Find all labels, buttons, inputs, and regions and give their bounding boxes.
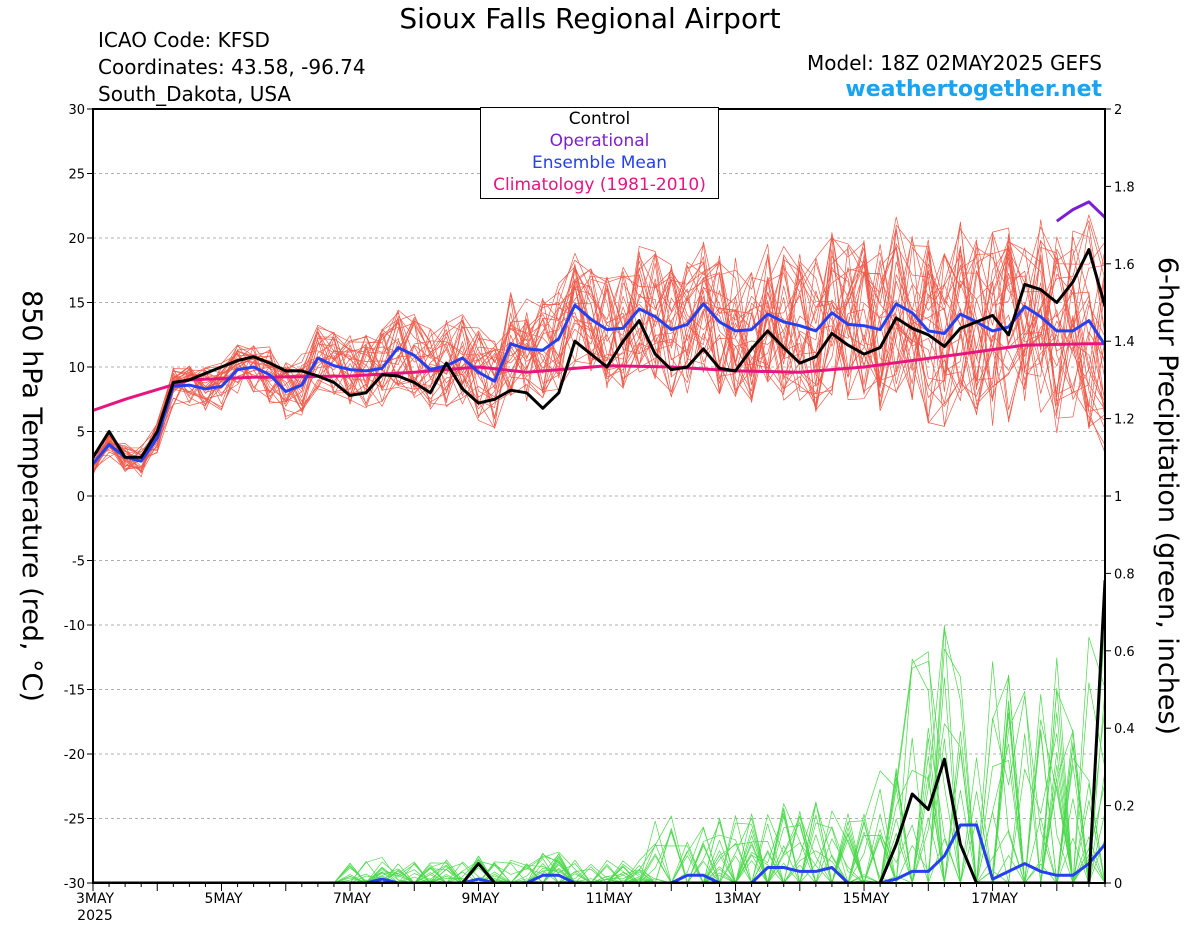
ensemble-member-temperature: [93, 216, 1105, 473]
y-tick-label: -5: [72, 555, 85, 570]
y2-tick-label: 2: [1114, 103, 1122, 118]
ensemble-member-precipitation: [93, 733, 1105, 883]
ensemble-member-precipitation: [93, 695, 1105, 883]
ensemble-member-temperature: [93, 227, 1105, 456]
ensemble-member-temperature: [93, 247, 1105, 470]
legend-ensemble-mean: Ensemble Mean: [531, 153, 668, 173]
ensemble-member-temperature: [93, 240, 1105, 463]
y2-tick-label: 1.2: [1114, 413, 1135, 428]
y2-tick-label: 1.4: [1114, 335, 1135, 350]
ensemble-member-precipitation: [93, 675, 1105, 883]
ensemble-member-temperature: [93, 242, 1105, 472]
y-axis-title: 850 hPa Temperature (red, °C): [16, 290, 47, 702]
y2-tick-label: 0.2: [1114, 800, 1135, 815]
y-tick-label: -10: [64, 619, 85, 634]
ensemble-member-precipitation: [93, 737, 1105, 883]
ensemble-member-precipitation: [93, 690, 1105, 883]
y2-tick-label: 1.6: [1114, 258, 1135, 273]
ensemble-member-temperature: [93, 224, 1105, 469]
ensemble-member-precipitation: [93, 636, 1105, 883]
y-tick-label: 5: [77, 426, 85, 441]
ensemble-member-precipitation: [93, 676, 1105, 883]
y-tick-label: 25: [68, 168, 85, 183]
x-tick-label: 9MAY: [462, 891, 500, 907]
ensemble-member-temperature: [93, 247, 1105, 472]
plot-area: [93, 200, 1105, 883]
ensemble-member-precipitation: [93, 785, 1105, 883]
y-tick-label: 20: [68, 232, 85, 247]
y2-tick-label: 0: [1114, 877, 1122, 892]
ensemble-member-precipitation: [93, 648, 1105, 883]
y-tick-label: 15: [68, 297, 85, 312]
station-coordinates: Coordinates: 43.58, -96.74: [98, 55, 366, 79]
chart-title: Sioux Falls Regional Airport: [399, 2, 781, 35]
ensemble-member-precipitation: [93, 674, 1105, 883]
y-tick-label: -15: [64, 684, 85, 699]
operational-temperature-line: [1055, 200, 1105, 223]
ensemble-member-precipitation: [93, 691, 1105, 883]
ensemble-member-precipitation: [93, 731, 1105, 883]
y-tick-label: 10: [68, 361, 85, 376]
ensemble-member-precipitation: [93, 661, 1105, 883]
x-tick-label: 13MAY: [714, 891, 761, 907]
station-region: South_Dakota, USA: [98, 82, 292, 106]
ensemble-member-precipitation: [93, 719, 1105, 883]
y-tick-label: 0: [77, 490, 85, 505]
ensemble-member-precipitation: [93, 657, 1105, 883]
ensemble-member-precipitation: [93, 651, 1105, 883]
model-run: Model: 18Z 02MAY2025 GEFS: [807, 51, 1102, 75]
x-tick-label: 11MAY: [586, 891, 633, 907]
x-tick-label: 5MAY: [204, 891, 242, 907]
y-tick-label: -25: [64, 813, 85, 828]
legend-control: Control: [568, 109, 631, 129]
ensemble-member-temperature: [93, 247, 1105, 470]
y2-tick-label: 0.8: [1114, 567, 1135, 582]
y2-tick-label: 0.6: [1114, 645, 1135, 660]
ensemble-member-precipitation: [93, 628, 1105, 883]
brand-link[interactable]: weathertogether.net: [845, 77, 1102, 102]
control-precipitation-line: [93, 579, 1105, 883]
ensemble-mean-precipitation-line: [93, 823, 1105, 883]
control-temperature-line: [93, 248, 1105, 459]
icao-code: ICAO Code: KFSD: [98, 28, 270, 52]
x-tick-label: 17MAY: [971, 891, 1018, 907]
y-tick-label: 30: [68, 103, 85, 118]
ensemble-member-precipitation: [93, 733, 1105, 883]
ensemble-member-precipitation: [93, 661, 1105, 883]
ensemble-mean-temperature-line: [93, 302, 1105, 465]
y-tick-label: -20: [64, 748, 85, 763]
ensemble-member-temperature: [93, 239, 1105, 472]
x-tick-label: 3MAY: [76, 891, 114, 907]
x-tick-label: 15MAY: [843, 891, 890, 907]
y2-tick-label: 1.8: [1114, 180, 1135, 195]
ensemble-member-precipitation: [93, 815, 1105, 883]
legend-climatology: Climatology (1981-2010): [493, 175, 706, 195]
ensemble-member-temperature: [93, 230, 1105, 462]
y-tick-label: -30: [64, 877, 85, 892]
y2-tick-label: 1: [1114, 490, 1122, 505]
ensemble-member-precipitation: [93, 658, 1105, 883]
x-tick-sublabel: 2025: [77, 908, 113, 924]
ensemble-member-temperature: [93, 214, 1105, 457]
legend-operational: Operational: [549, 131, 650, 151]
y2-axis-title: 6-hour Precipitation (green, inches): [1152, 257, 1183, 735]
legend-box: Control Operational Ensemble Mean Climat…: [480, 107, 719, 199]
y2-tick-label: 0.4: [1114, 722, 1135, 737]
ensemble-member-precipitation: [93, 682, 1105, 883]
x-tick-label: 7MAY: [333, 891, 371, 907]
